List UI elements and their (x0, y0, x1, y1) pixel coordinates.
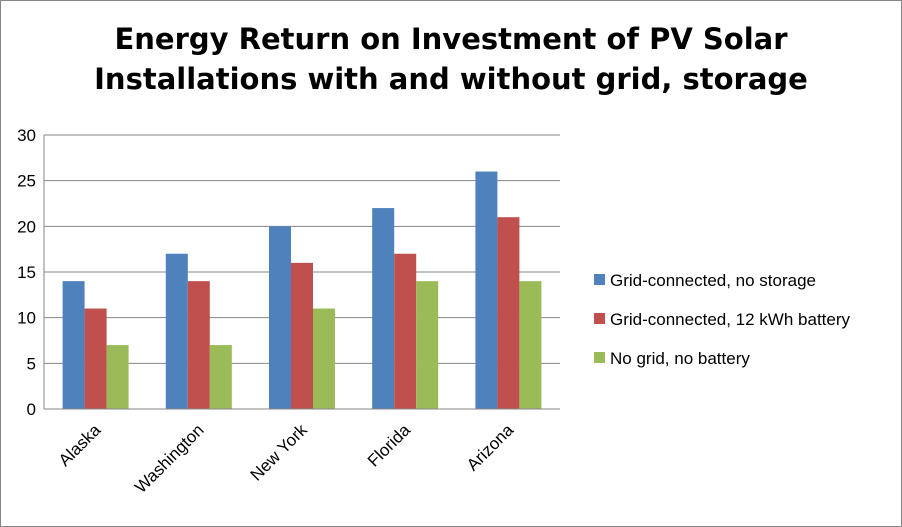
chart-title-line-1: Energy Return on Investment of PV Solar (114, 22, 788, 56)
y-tick-label: 0 (27, 400, 36, 419)
bar-alaska-series-3 (106, 345, 129, 409)
bar-washington-series-1 (165, 253, 188, 409)
y-tick-label: 20 (17, 217, 36, 236)
bar-new-york-series-1 (269, 226, 291, 409)
legend-entry-label: No grid, no battery (610, 349, 750, 368)
legend-swatch (594, 352, 605, 363)
x-tick-label: Washington (131, 420, 207, 496)
y-tick-label: 10 (17, 309, 36, 328)
bar-arizona-series-3 (519, 281, 542, 409)
x-tick-label: New York (247, 420, 312, 485)
bar-new-york-series-3 (313, 308, 335, 409)
legend-swatch (594, 313, 605, 324)
bar-arizona-series-1 (475, 171, 498, 409)
legend-entry-label: Grid-connected, no storage (610, 271, 816, 290)
bar-washington-series-3 (209, 345, 232, 409)
y-tick-label: 5 (27, 354, 36, 373)
bar-new-york-series-2 (291, 262, 313, 409)
legend-swatch (594, 274, 605, 285)
bar-alaska-series-2 (84, 308, 107, 409)
bar-florida-series-2 (394, 253, 417, 409)
y-tick-label: 30 (17, 126, 36, 145)
bar-florida-series-1 (372, 208, 395, 409)
x-tick-label: Arizona (463, 420, 518, 475)
y-tick-label: 25 (17, 172, 36, 191)
chart-title-line-2: Installations with and without grid, sto… (94, 62, 808, 96)
y-tick-label: 15 (17, 263, 36, 282)
bar-alaska-series-1 (62, 281, 85, 409)
x-tick-label: Florida (364, 420, 415, 471)
bar-florida-series-3 (416, 281, 439, 409)
bar-arizona-series-2 (497, 217, 520, 409)
x-tick-label: Alaska (55, 420, 105, 470)
legend-entry-label: Grid-connected, 12 kWh battery (610, 310, 851, 329)
chart-title: Energy Return on Investment of PV Solar … (1, 19, 901, 99)
bar-washington-series-2 (187, 281, 210, 409)
